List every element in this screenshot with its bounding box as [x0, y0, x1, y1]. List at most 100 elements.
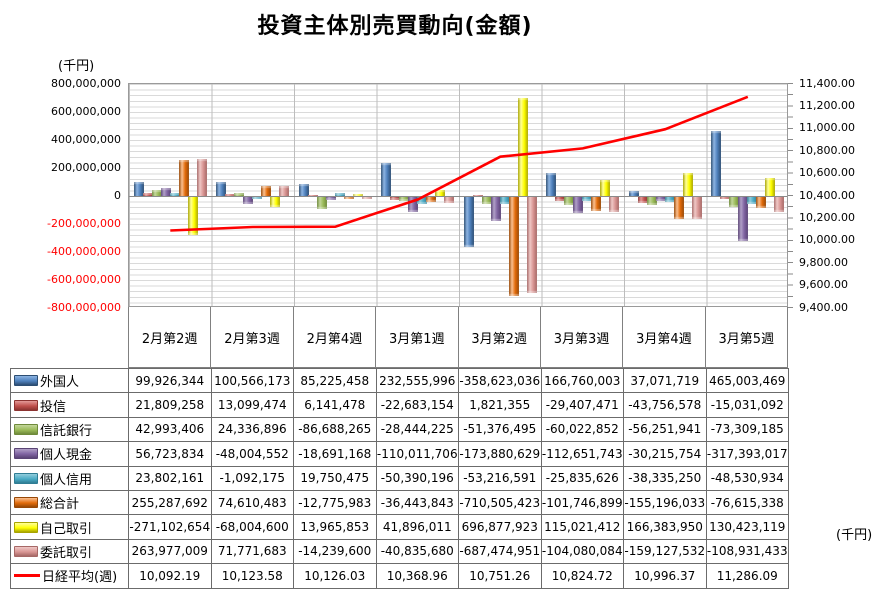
left-axis-tick-label: -200,000,000 [47, 216, 121, 230]
bar-自己取引-2月第2週 [187, 197, 198, 235]
nikkei-line-chart [170, 95, 749, 232]
legend-bar-swatch [14, 545, 38, 557]
right-axis-tick-label: 9,600.00 [799, 278, 848, 292]
table-cell-総合計-3月第3週: -101,746,899 [541, 490, 624, 516]
table-cell-日経平均(週)-2月第3週: 10,123.58 [211, 564, 294, 589]
bar-委託取引-3月第3週 [609, 197, 619, 212]
legend-label: 総合計 [40, 497, 80, 513]
bar-個人現金-3月第1週 [408, 197, 418, 213]
legend-bar-swatch [14, 472, 38, 484]
table-cell-信託銀行-3月第5週: -73,309,185 [706, 417, 789, 443]
table-cell-信託銀行-3月第4週: -56,251,941 [624, 417, 707, 443]
table-cell-自己取引-3月第3週: 115,021,412 [541, 515, 624, 540]
table-cell-個人信用-3月第3週: -25,835,626 [541, 466, 624, 491]
right-axis-tick-label: 11,200.00 [799, 98, 855, 112]
bar-信託銀行-2月第2週 [151, 189, 162, 196]
table-cell-信託銀行-3月第1週: -28,444,225 [376, 417, 459, 443]
bar-個人現金-2月第4週 [325, 197, 336, 200]
legend-bar-swatch [14, 521, 38, 533]
bar-信託銀行-3月第5週 [729, 197, 739, 208]
right-axis-tick-label: 11,000.00 [799, 121, 855, 135]
table-cell-投信-3月第1週: -22,683,154 [376, 393, 459, 418]
bar-外国人-2月第3週 [216, 181, 226, 196]
legend-label: 委託取引 [40, 545, 93, 561]
right-axis-ticks [788, 83, 793, 308]
bar-外国人-3月第2週 [463, 197, 474, 248]
table-cell-投信-3月第3週: -29,407,471 [541, 393, 624, 418]
table-cell-個人現金-3月第3週: -112,651,743 [541, 442, 624, 467]
bar-投信-3月第2週 [472, 194, 483, 196]
table-cell-投信-3月第5週: -15,031,092 [706, 393, 789, 418]
left-axis-tick-label: 200,000,000 [51, 160, 121, 174]
x-axis-label-3月第1週: 3月第1週 [375, 307, 457, 367]
bar-総合計-2月第2週 [178, 160, 189, 196]
table-cell-個人現金-3月第2週: -173,880,629 [459, 442, 542, 467]
table-cell-日経平均(週)-3月第5週: 11,286.09 [706, 564, 789, 589]
bar-自己取引-3月第4週 [682, 172, 693, 196]
table-cell-個人現金-2月第3週: -48,004,552 [211, 442, 294, 467]
bar-総合計-3月第3週 [591, 197, 601, 212]
table-cell-個人信用-2月第2週: 23,802,161 [129, 466, 212, 491]
bar-総合計-2月第3週 [261, 185, 271, 196]
legend-label: 日経平均(週) [42, 570, 118, 586]
nikkei-line [170, 95, 749, 232]
bar-信託銀行-3月第3週 [564, 197, 574, 206]
bar-総合計-3月第2週 [508, 197, 519, 297]
bar-個人信用-2月第3週 [252, 197, 262, 199]
legend-line-swatch [14, 574, 40, 578]
bar-委託取引-3月第1週 [444, 197, 454, 203]
legend-cell-総合計: 総合計 [11, 490, 129, 516]
legend-bar-swatch [14, 423, 38, 435]
table-cell-信託銀行-2月第3週: 24,336,896 [211, 417, 294, 443]
legend-cell-委託取引: 委託取引 [11, 539, 129, 565]
table-cell-総合計-3月第4週: -155,196,033 [624, 490, 707, 516]
left-axis-tick-label: 0 [114, 188, 121, 202]
bar-委託取引-2月第4週 [361, 197, 372, 199]
bar-個人信用-3月第3週 [582, 197, 592, 201]
right-axis-tick-label: 10,400.00 [799, 188, 855, 202]
legend-label: 外国人 [40, 375, 80, 391]
legend-label: 自己取引 [40, 521, 93, 537]
legend-label: 個人信用 [40, 472, 93, 488]
bar-投信-3月第5週 [720, 197, 730, 200]
bar-個人現金-2月第2週 [160, 188, 171, 196]
bar-個人現金-2月第3週 [243, 197, 253, 204]
table-cell-総合計-2月第4週: -12,775,983 [294, 490, 377, 516]
right-axis-tick-label: 11,400.00 [799, 76, 855, 90]
table-cell-外国人-3月第1週: 232,555,996 [376, 369, 459, 394]
table-cell-外国人-3月第3週: 166,760,003 [541, 369, 624, 394]
table-cell-投信-3月第4週: -43,756,578 [624, 393, 707, 418]
legend-bar-swatch [14, 497, 38, 509]
x-axis-label-3月第4週: 3月第4週 [622, 307, 704, 367]
bar-自己取引-3月第3週 [600, 179, 610, 196]
bar-外国人-3月第3週 [546, 172, 556, 196]
bar-総合計-3月第1週 [426, 197, 436, 203]
table-cell-委託取引-3月第1週: -40,835,680 [376, 539, 459, 565]
x-axis-label-2月第4週: 2月第4週 [292, 307, 375, 367]
x-axis-label-2月第3週: 2月第3週 [210, 307, 292, 367]
bar-信託銀行-3月第2週 [481, 197, 492, 205]
bar-個人信用-2月第4週 [334, 193, 345, 196]
table-unit-label: (千円) [836, 528, 873, 543]
table-cell-自己取引-3月第4週: 166,383,950 [624, 515, 707, 540]
table-cell-委託取引-2月第4週: -14,239,600 [294, 539, 377, 565]
table-cell-個人信用-3月第2週: -53,216,591 [459, 466, 542, 491]
x-axis-label-3月第3週: 3月第3週 [539, 307, 622, 367]
bar-個人信用-2月第2週 [169, 192, 180, 196]
table-cell-委託取引-2月第2週: 263,977,009 [129, 539, 212, 565]
left-axis-tick-label: 400,000,000 [51, 132, 121, 146]
table-cell-個人信用-2月第4週: 19,750,475 [294, 466, 377, 491]
table-cell-外国人-3月第2週: -358,623,036 [459, 369, 542, 394]
bar-信託銀行-3月第1週 [399, 197, 409, 201]
bar-総合計-3月第4週 [673, 197, 684, 219]
bar-個人信用-3月第4週 [664, 197, 675, 203]
table-cell-投信-2月第3週: 13,099,474 [211, 393, 294, 418]
bar-委託取引-3月第5週 [774, 197, 784, 213]
bar-信託銀行-2月第3週 [234, 192, 244, 196]
legend-cell-個人現金: 個人現金 [11, 442, 129, 467]
bar-信託銀行-3月第4週 [646, 197, 657, 205]
bar-信託銀行-2月第4週 [316, 197, 327, 210]
right-axis-tick-label: 10,600.00 [799, 166, 855, 180]
table-cell-信託銀行-2月第4週: -86,688,265 [294, 417, 377, 443]
bar-個人信用-3月第2週 [499, 197, 510, 205]
